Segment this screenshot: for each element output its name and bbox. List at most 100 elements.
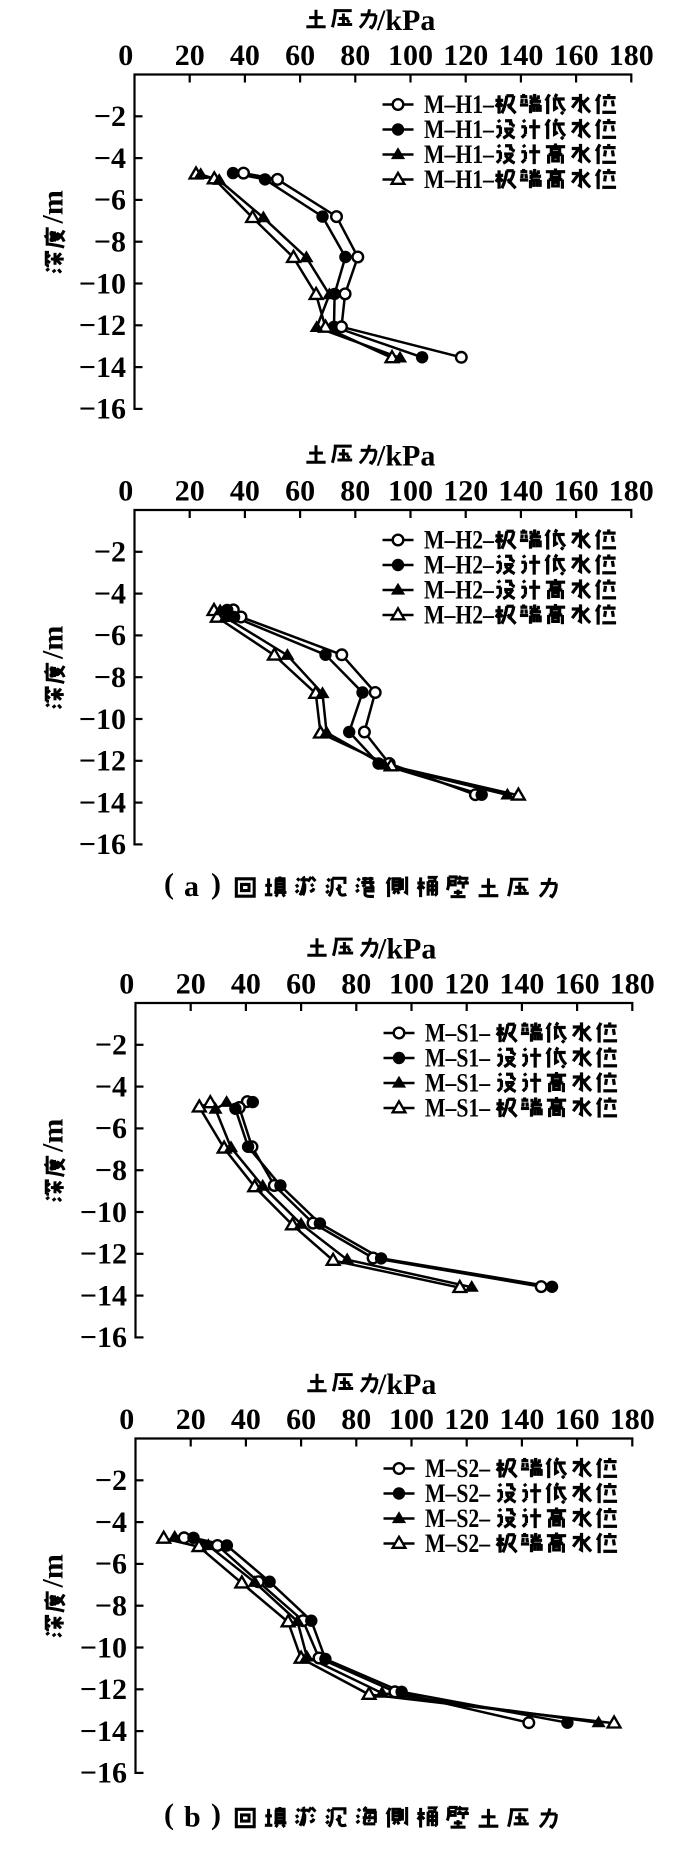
svg-text:180: 180 bbox=[609, 475, 654, 508]
svg-text:M–H1–: M–H1– bbox=[424, 166, 495, 194]
svg-text:M–S2–: M–S2– bbox=[425, 1530, 491, 1558]
svg-text:/kPa: /kPa bbox=[377, 1368, 436, 1401]
svg-text:M–H2–: M–H2– bbox=[424, 577, 495, 605]
svg-text:160: 160 bbox=[554, 39, 599, 72]
svg-text:0: 0 bbox=[119, 968, 134, 1001]
svg-text:/m: /m bbox=[37, 1554, 70, 1588]
svg-text:120: 120 bbox=[443, 475, 488, 508]
svg-text:−16: −16 bbox=[80, 1757, 127, 1790]
svg-text:−14: −14 bbox=[80, 1715, 127, 1748]
svg-text:−8: −8 bbox=[94, 226, 126, 259]
svg-text:120: 120 bbox=[443, 39, 488, 72]
svg-text:−16: −16 bbox=[80, 1321, 127, 1354]
svg-text:M–H2–: M–H2– bbox=[424, 602, 495, 630]
svg-text:−10: −10 bbox=[80, 1631, 127, 1664]
svg-text:0: 0 bbox=[118, 39, 133, 72]
svg-text:120: 120 bbox=[444, 1403, 489, 1436]
svg-text:b: b bbox=[184, 1801, 201, 1834]
svg-text:−2: −2 bbox=[95, 1464, 127, 1497]
svg-text:180: 180 bbox=[610, 1403, 655, 1436]
svg-text:−8: −8 bbox=[95, 1154, 127, 1187]
svg-text:180: 180 bbox=[609, 39, 654, 72]
svg-text:−12: −12 bbox=[79, 309, 126, 342]
svg-text:80: 80 bbox=[340, 475, 370, 508]
svg-text:40: 40 bbox=[231, 1403, 261, 1436]
svg-text:M–S2–: M–S2– bbox=[425, 1480, 491, 1508]
svg-text:160: 160 bbox=[555, 968, 600, 1001]
svg-text:100: 100 bbox=[388, 475, 433, 508]
svg-text:/m: /m bbox=[37, 626, 70, 660]
svg-text:/kPa: /kPa bbox=[377, 933, 436, 966]
svg-text:(: ( bbox=[164, 868, 174, 901]
svg-text:−6: −6 bbox=[95, 1112, 127, 1145]
svg-text:0: 0 bbox=[119, 1403, 134, 1436]
svg-text:160: 160 bbox=[555, 1403, 600, 1436]
svg-text:): ) bbox=[211, 1798, 221, 1831]
svg-text:): ) bbox=[211, 868, 221, 901]
svg-text:−10: −10 bbox=[79, 267, 126, 300]
svg-text:/kPa: /kPa bbox=[376, 4, 435, 37]
svg-text:−10: −10 bbox=[79, 703, 126, 736]
svg-text:140: 140 bbox=[498, 39, 543, 72]
svg-text:60: 60 bbox=[286, 968, 316, 1001]
svg-text:100: 100 bbox=[389, 1403, 434, 1436]
svg-text:−14: −14 bbox=[80, 1279, 127, 1312]
svg-text:40: 40 bbox=[231, 968, 261, 1001]
svg-text:M–S2–: M–S2– bbox=[425, 1505, 491, 1533]
svg-text:40: 40 bbox=[230, 39, 260, 72]
svg-text:−16: −16 bbox=[79, 393, 126, 426]
svg-text:160: 160 bbox=[554, 475, 599, 508]
svg-text:M–H2–: M–H2– bbox=[424, 527, 495, 555]
svg-text:−14: −14 bbox=[79, 786, 126, 819]
svg-text:−12: −12 bbox=[80, 1673, 127, 1706]
svg-text:−4: −4 bbox=[94, 577, 126, 610]
svg-text:80: 80 bbox=[341, 1403, 371, 1436]
svg-text:−6: −6 bbox=[94, 619, 126, 652]
svg-text:60: 60 bbox=[286, 1403, 316, 1436]
svg-text:−4: −4 bbox=[95, 1506, 127, 1539]
svg-text:(: ( bbox=[164, 1798, 174, 1831]
svg-text:−2: −2 bbox=[95, 1029, 127, 1062]
svg-text:20: 20 bbox=[175, 39, 205, 72]
svg-text:140: 140 bbox=[498, 475, 543, 508]
svg-text:−2: −2 bbox=[94, 536, 126, 569]
svg-text:−12: −12 bbox=[80, 1238, 127, 1271]
svg-text:M–S1–: M–S1– bbox=[425, 1070, 491, 1098]
svg-text:M–H1–: M–H1– bbox=[424, 141, 495, 169]
svg-text:−8: −8 bbox=[94, 661, 126, 694]
svg-text:−4: −4 bbox=[95, 1070, 127, 1103]
svg-text:−8: −8 bbox=[95, 1590, 127, 1623]
svg-text:0: 0 bbox=[118, 475, 133, 508]
svg-text:60: 60 bbox=[285, 39, 315, 72]
svg-text:−10: −10 bbox=[80, 1196, 127, 1229]
svg-text:M–H2–: M–H2– bbox=[424, 552, 495, 580]
svg-text:−6: −6 bbox=[94, 184, 126, 217]
svg-text:100: 100 bbox=[389, 968, 434, 1001]
svg-text:−16: −16 bbox=[79, 828, 126, 861]
svg-text:−4: −4 bbox=[94, 142, 126, 175]
svg-text:−6: −6 bbox=[95, 1548, 127, 1581]
svg-text:−12: −12 bbox=[79, 745, 126, 778]
svg-text:80: 80 bbox=[340, 39, 370, 72]
svg-text:140: 140 bbox=[499, 968, 544, 1001]
svg-text:180: 180 bbox=[610, 968, 655, 1001]
svg-text:20: 20 bbox=[176, 1403, 206, 1436]
svg-text:a: a bbox=[184, 870, 199, 903]
svg-text:M–S1–: M–S1– bbox=[425, 1045, 491, 1073]
svg-text:/m: /m bbox=[37, 1119, 70, 1153]
svg-text:60: 60 bbox=[285, 475, 315, 508]
svg-text:20: 20 bbox=[175, 475, 205, 508]
svg-text:M–S1–: M–S1– bbox=[425, 1020, 491, 1048]
svg-text:M–H1–: M–H1– bbox=[424, 116, 495, 144]
svg-text:20: 20 bbox=[176, 968, 206, 1001]
svg-text:−2: −2 bbox=[94, 100, 126, 133]
svg-text:100: 100 bbox=[388, 39, 433, 72]
svg-text:140: 140 bbox=[499, 1403, 544, 1436]
svg-text:/m: /m bbox=[37, 190, 70, 224]
svg-text:40: 40 bbox=[230, 475, 260, 508]
svg-text:M–S1–: M–S1– bbox=[425, 1095, 491, 1123]
svg-text:/kPa: /kPa bbox=[376, 440, 435, 473]
svg-text:120: 120 bbox=[444, 968, 489, 1001]
svg-text:M–S2–: M–S2– bbox=[425, 1455, 491, 1483]
svg-text:80: 80 bbox=[341, 968, 371, 1001]
